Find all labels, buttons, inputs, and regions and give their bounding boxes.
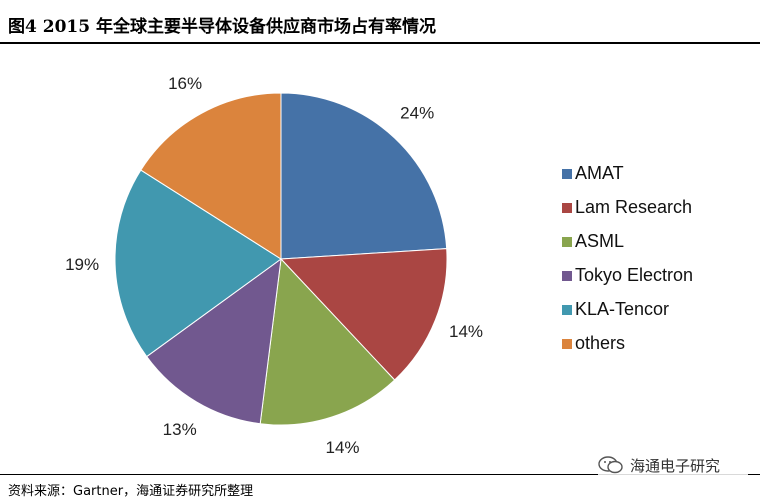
- chart-legend: AMAT Lam Research ASML Tokyo Electron KLA-Te…: [562, 163, 693, 353]
- pie-slice-others: [140, 92, 282, 260]
- pie-slice-lam-research: [279, 248, 448, 381]
- title-bar: 图4 2015 年全球主要半导体设备供应商市场占有率情况: [0, 0, 760, 44]
- legend-label: Lam Research: [575, 197, 692, 217]
- pie-slices: [114, 92, 448, 426]
- pie-chart: 24% 14% 14% 13% 19% 16% AMAT Lam Research ASML T…: [65, 74, 693, 457]
- pie-slice-asml: [259, 257, 396, 426]
- legend-label: Tokyo Electron: [575, 265, 693, 285]
- legend-swatch: [562, 169, 572, 179]
- pie-percent-labels: 24% 14% 14% 13% 19% 16%: [65, 74, 483, 457]
- percent-label: 24%: [400, 103, 434, 122]
- legend-swatch: [562, 271, 572, 281]
- watermark-text: 海通电子研究: [630, 456, 721, 475]
- figure-title: 图4 2015 年全球主要半导体设备供应商市场占有率情况: [8, 17, 436, 37]
- pie-slice-tokyo-electron: [146, 257, 282, 425]
- legend-swatch: [562, 237, 572, 247]
- legend-label: AMAT: [575, 163, 624, 183]
- source-note: 资料来源：Gartner，海通证券研究所整理: [8, 484, 254, 499]
- percent-label: 19%: [65, 255, 99, 274]
- footer-divider: [0, 474, 760, 475]
- pie-slice-amat: [280, 92, 448, 260]
- legend-label: others: [575, 333, 625, 353]
- legend-label: ASML: [575, 231, 624, 251]
- watermark: 海通电子研究: [598, 452, 748, 478]
- percent-label: 13%: [163, 420, 197, 439]
- legend-swatch: [562, 305, 572, 315]
- legend-swatch: [562, 203, 572, 213]
- percent-label: 14%: [325, 438, 359, 457]
- percent-label: 14%: [449, 322, 483, 341]
- legend-label: KLA-Tencor: [575, 299, 669, 319]
- percent-label: 16%: [168, 74, 202, 93]
- wechat-icon: [598, 456, 623, 474]
- legend-swatch: [562, 339, 572, 349]
- pie-slice-kla-tencor: [114, 169, 282, 358]
